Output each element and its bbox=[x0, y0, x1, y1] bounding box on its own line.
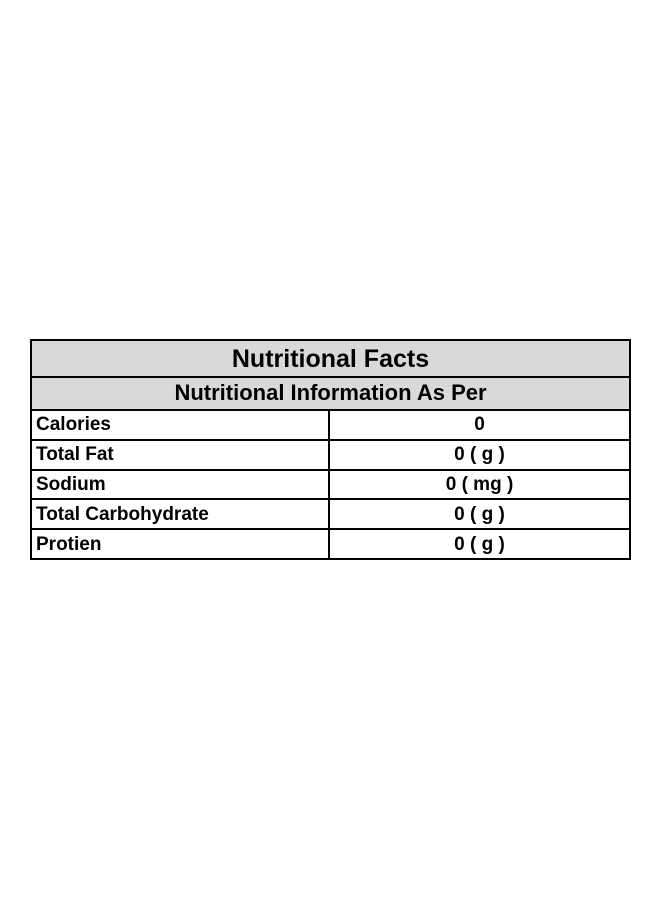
row-value-total-fat: 0 ( g ) bbox=[328, 438, 631, 471]
table-row: Calories 0 bbox=[30, 408, 631, 441]
row-label-sodium: Sodium bbox=[30, 468, 330, 501]
row-value-sodium: 0 ( mg ) bbox=[328, 468, 631, 501]
title-row: Nutritional Facts bbox=[30, 339, 631, 378]
table-row: Sodium 0 ( mg ) bbox=[30, 468, 631, 501]
row-value-calories: 0 bbox=[328, 408, 631, 441]
table-row: Protien 0 ( g ) bbox=[30, 528, 631, 560]
table-subtitle: Nutritional Information As Per bbox=[30, 376, 631, 411]
row-label-total-fat: Total Fat bbox=[30, 438, 330, 471]
row-label-total-carbohydrate: Total Carbohydrate bbox=[30, 498, 330, 531]
row-value-protien: 0 ( g ) bbox=[328, 528, 631, 560]
table-title: Nutritional Facts bbox=[30, 339, 631, 378]
table-row: Total Carbohydrate 0 ( g ) bbox=[30, 498, 631, 531]
row-value-total-carbohydrate: 0 ( g ) bbox=[328, 498, 631, 531]
subtitle-row: Nutritional Information As Per bbox=[30, 376, 631, 411]
nutritional-facts-table: Nutritional Facts Nutritional Informatio… bbox=[30, 339, 631, 560]
table-row: Total Fat 0 ( g ) bbox=[30, 438, 631, 471]
row-label-calories: Calories bbox=[30, 408, 330, 441]
row-label-protien: Protien bbox=[30, 528, 330, 560]
